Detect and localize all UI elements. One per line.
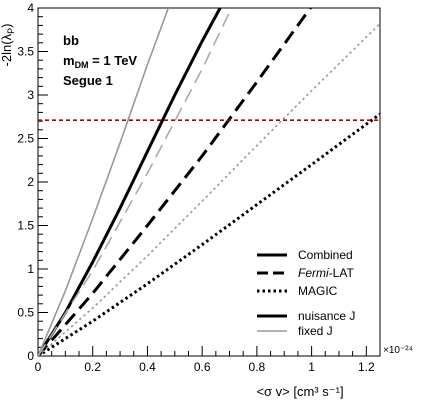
annotation-mass: mDM = 1 TeV — [63, 53, 137, 70]
series-line-combined-nuisance-J — [38, 8, 222, 356]
legend-label: nuisance J — [298, 309, 355, 323]
x-tick-label: 0.6 — [194, 360, 211, 374]
x-tick-label: 1 — [308, 360, 315, 374]
series-group — [38, 8, 380, 356]
y-axis-label: -2ln(λP) — [0, 24, 16, 67]
x-axis-exponent: ×10⁻²⁴ — [383, 345, 413, 356]
x-tick-label: 0.2 — [84, 360, 101, 374]
x-tick-label: 0 — [35, 360, 42, 374]
y-tick-label: 2.5 — [17, 132, 34, 146]
x-axis-label: <σ v> [cm³ s⁻¹] — [256, 384, 343, 399]
y-tick-label: 2 — [27, 175, 34, 189]
legend-label: Combined — [298, 248, 353, 262]
series-line-fermi-lat-fixed-J — [38, 11, 231, 356]
annotation-channel: bb — [63, 33, 79, 48]
x-tick-label: 0.4 — [139, 360, 156, 374]
series-line-magic-nuisance-J — [38, 112, 380, 356]
legend-label: MAGIC — [298, 284, 338, 298]
y-tick-label: 3 — [27, 88, 34, 102]
y-tick-label: 0 — [27, 349, 34, 363]
y-axis: 0 0.5 1 1.5 2 2.5 3 3.5 4 — [17, 1, 48, 363]
x-tick-label: 0.8 — [249, 360, 266, 374]
legend-label: Fermi-LAT — [298, 266, 354, 280]
annotation-box: bb mDM = 1 TeV Segue 1 — [63, 33, 137, 88]
legend-label: fixed J — [298, 324, 333, 338]
series-line-magic-fixed-J — [38, 23, 380, 356]
annotation-target: Segue 1 — [63, 73, 113, 88]
y-tick-label: 0.5 — [17, 306, 34, 320]
x-tick-label: 1.2 — [358, 360, 375, 374]
y-tick-label: 1 — [27, 262, 34, 276]
y-tick-label: 1.5 — [17, 219, 34, 233]
y-tick-label: 3.5 — [17, 45, 34, 59]
series-line-fermi-lat-nuisance-J — [38, 8, 313, 356]
x-axis: 0 0.2 0.4 0.6 0.8 1 1.2 — [35, 346, 381, 374]
series-line-combined-fixed-J — [38, 8, 170, 356]
y-tick-label: 4 — [27, 1, 34, 15]
